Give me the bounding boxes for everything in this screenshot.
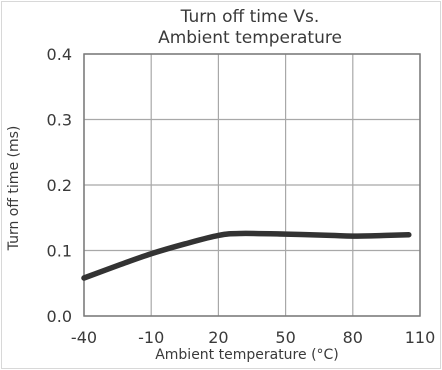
x-tick-label-4: 80 bbox=[343, 328, 363, 347]
x-axis-label: Ambient temperature (°C) bbox=[155, 347, 339, 363]
chart-title-line-1: Turn off time Vs. bbox=[180, 7, 320, 27]
y-tick-label-3: 0.3 bbox=[47, 111, 72, 130]
tick-label-layer: -40 -10 20 50 80 110 0.0 0.1 0.2 0.3 0.4 bbox=[47, 45, 436, 347]
y-tick-label-4: 0.4 bbox=[47, 45, 72, 64]
plot-frame bbox=[83, 53, 421, 317]
axis-layer bbox=[83, 53, 421, 317]
y-tick-label-1: 0.1 bbox=[47, 242, 72, 261]
y-axis-label: Turn off time (ms) bbox=[6, 126, 22, 252]
grid-layer bbox=[83, 53, 421, 317]
data-layer bbox=[81, 230, 412, 281]
y-tick-label-0: 0.0 bbox=[47, 307, 72, 326]
x-tick-label-1: -10 bbox=[138, 328, 164, 347]
series-line-0 bbox=[81, 230, 412, 281]
chart-title-line-2: Ambient temperature bbox=[158, 28, 342, 48]
x-tick-label-0: -40 bbox=[71, 328, 97, 347]
x-tick-label-5: 110 bbox=[405, 328, 436, 347]
x-tick-label-2: 20 bbox=[208, 328, 228, 347]
y-tick-label-2: 0.2 bbox=[47, 176, 72, 195]
x-tick-label-3: 50 bbox=[275, 328, 295, 347]
